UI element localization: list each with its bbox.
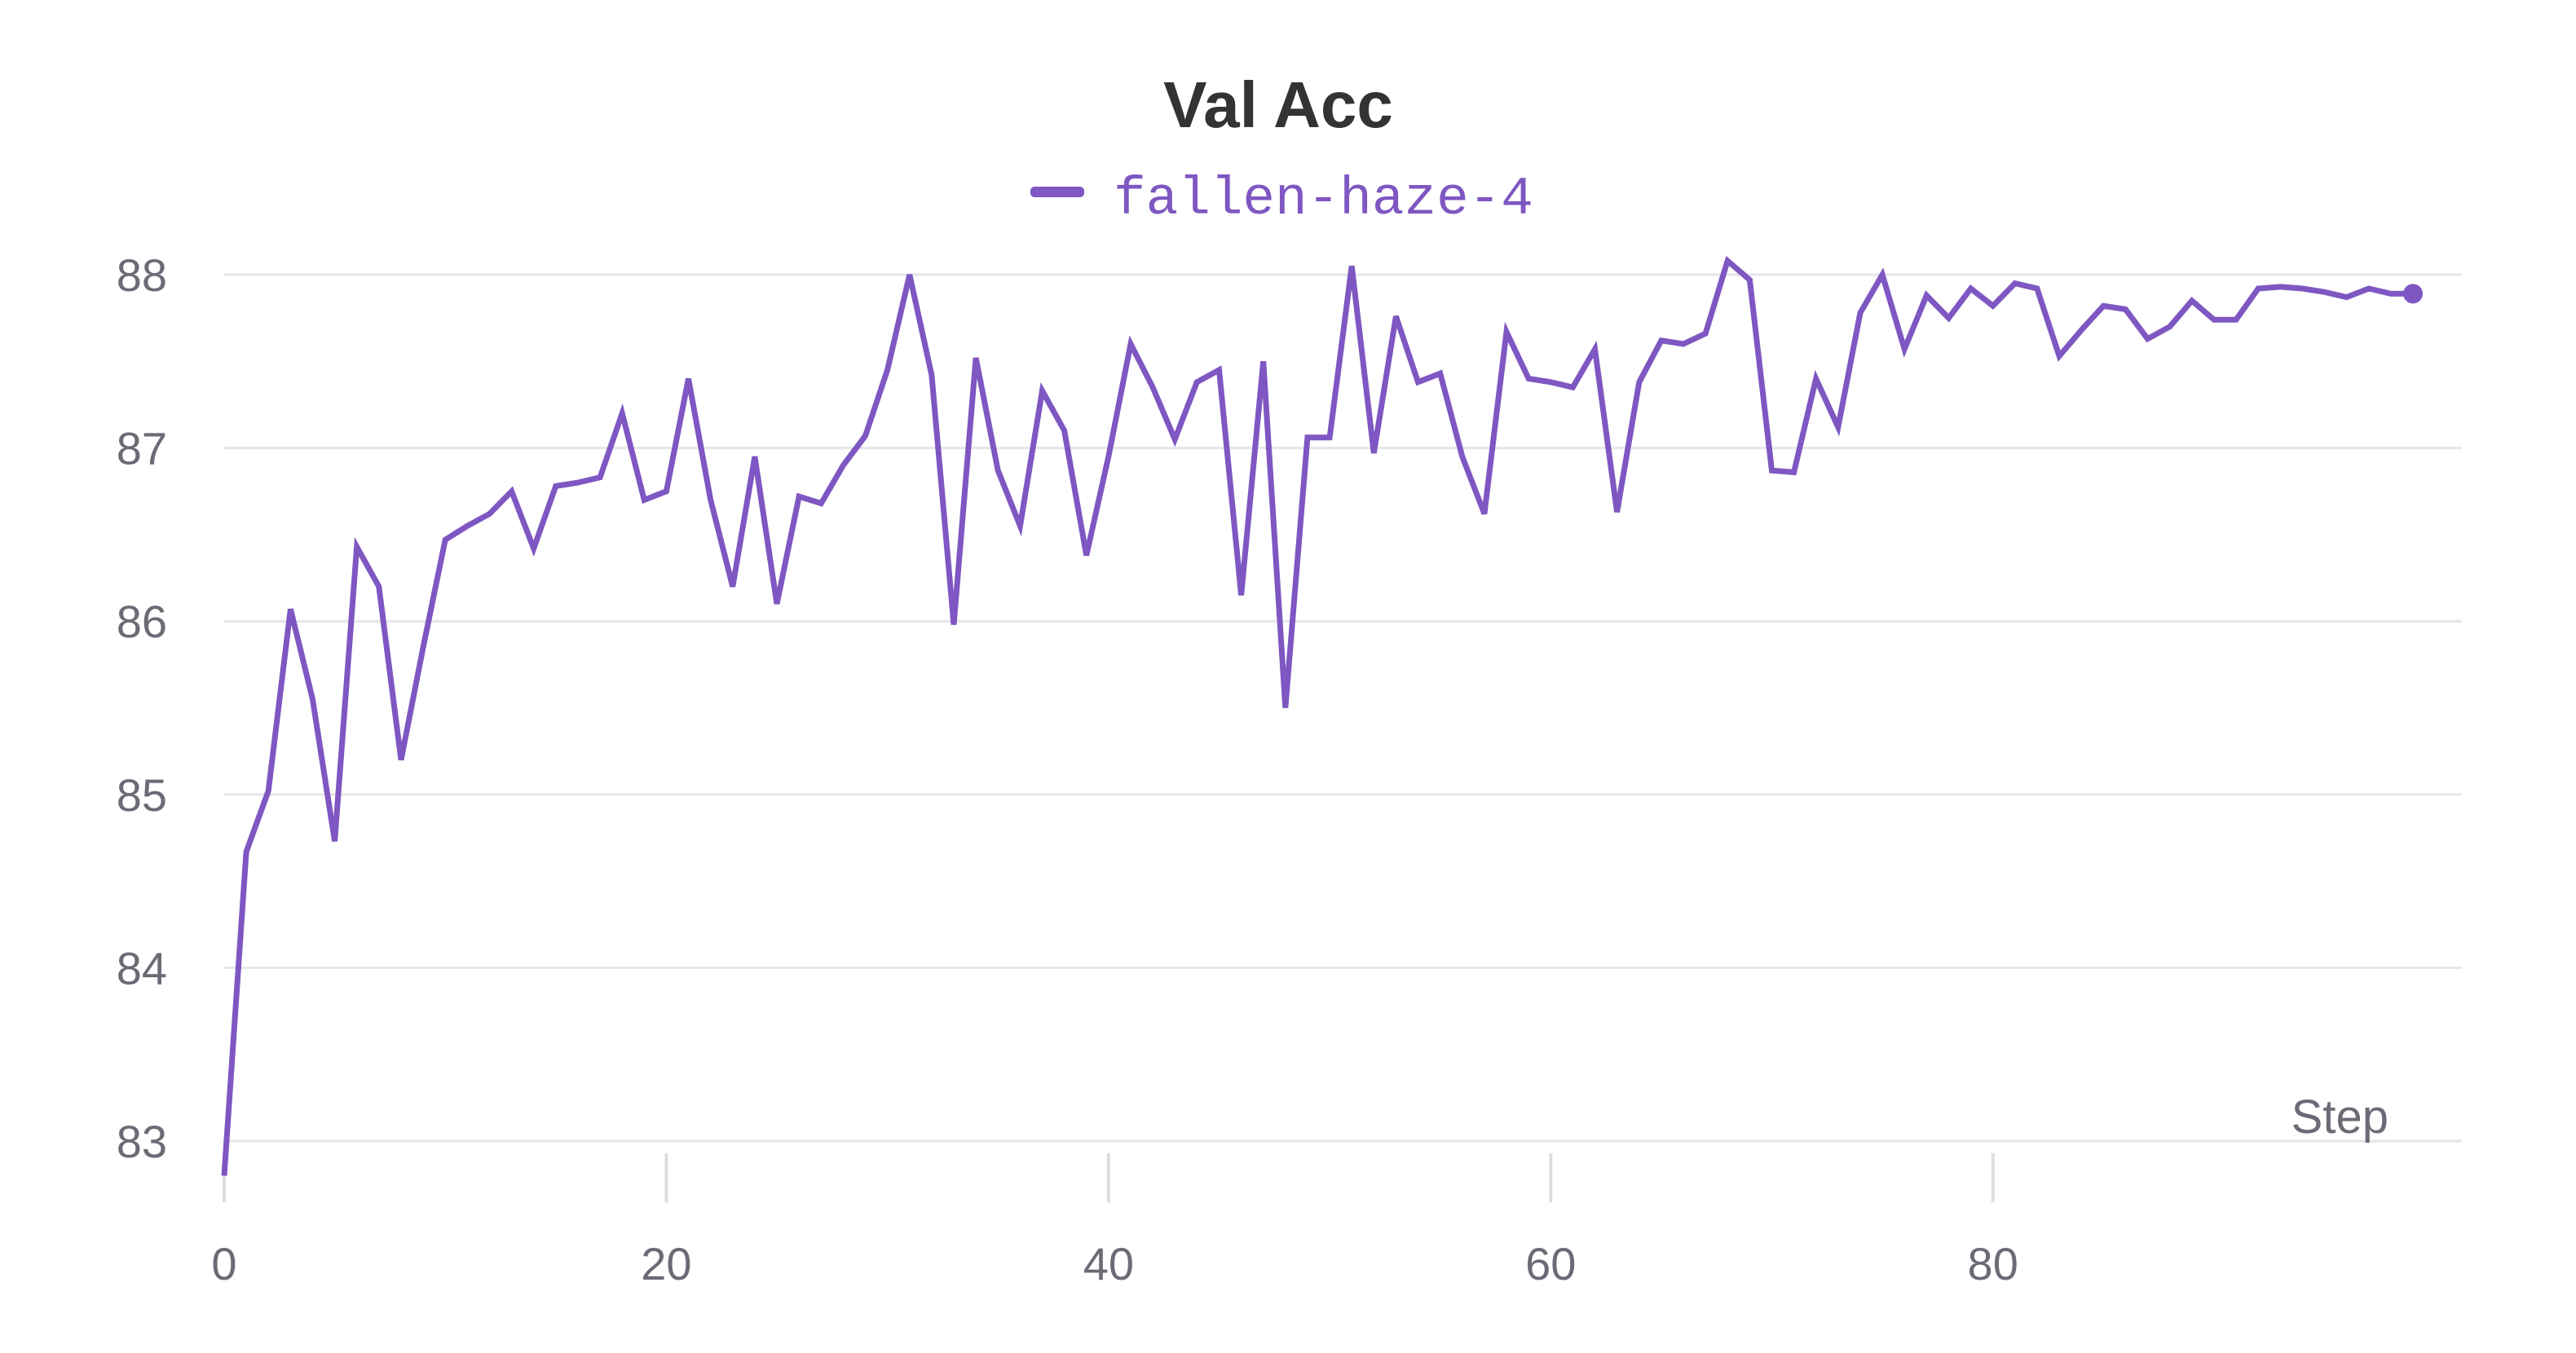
- y-tick-label-86: 86: [117, 596, 167, 647]
- y-axis-tick-labels: 83 84 85 86 87 88: [117, 249, 167, 1167]
- legend-swatch-fallen-haze-4: [1030, 187, 1084, 197]
- legend-label-fallen-haze-4: fallen-haze-4: [1114, 169, 1533, 230]
- x-axis-tick-labels: 0 20 40 60 80: [211, 1238, 2018, 1289]
- legend[interactable]: fallen-haze-4: [1030, 169, 1533, 230]
- x-tick-label-60: 60: [1525, 1238, 1576, 1289]
- y-tick-label-85: 85: [117, 769, 167, 821]
- x-axis-label: Step: [2291, 1091, 2389, 1144]
- x-tick-label-80: 80: [1968, 1238, 2018, 1289]
- y-tick-label-84: 84: [117, 942, 167, 994]
- x-axis-ticks: [223, 1153, 1995, 1202]
- chart-title: Val Acc: [1163, 68, 1393, 141]
- x-tick-label-40: 40: [1083, 1238, 1134, 1289]
- x-tick-label-0: 0: [211, 1238, 236, 1289]
- y-tick-label-87: 87: [117, 423, 167, 474]
- series-endpoint-marker[interactable]: [2403, 284, 2423, 304]
- series-group: [221, 255, 2423, 1176]
- y-tick-label-88: 88: [117, 249, 167, 301]
- x-tick-label-20: 20: [641, 1238, 691, 1289]
- y-tick-label-83: 83: [117, 1116, 167, 1167]
- gridlines: [224, 273, 2462, 1143]
- series-line-fallen-haze-4: [221, 255, 2413, 1176]
